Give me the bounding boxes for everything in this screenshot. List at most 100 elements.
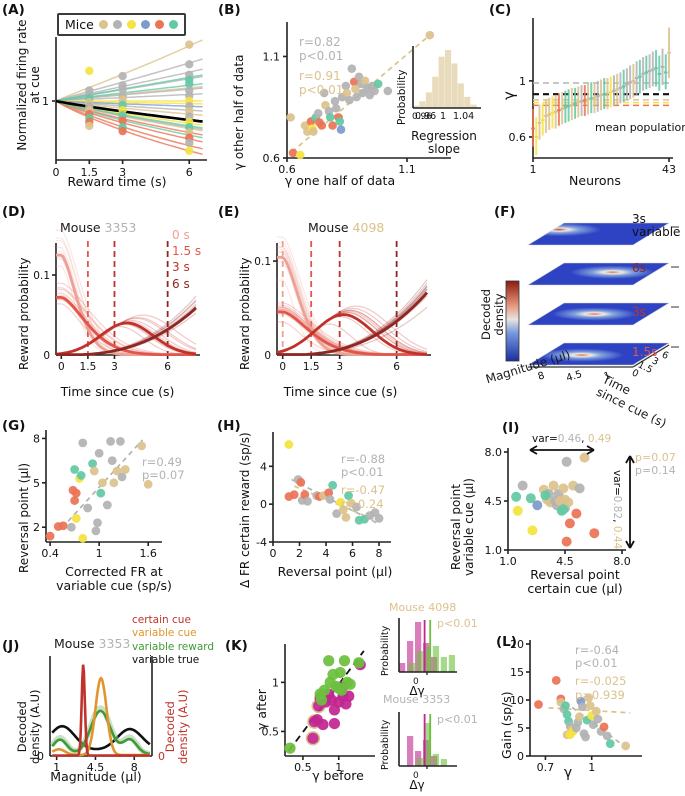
panel-d-time-legend: 0 s 1.5 s 3 s 6 s: [172, 227, 201, 292]
panel-k-inset-1-title: Mouse 4098: [389, 602, 456, 615]
svg-text:0: 0: [517, 750, 524, 763]
panel-k-inset-2-ylabel: Probability: [381, 720, 392, 770]
panel-l: (L) 0.7 1 20 15 10 5 0 Gain (sp/s) γ r=-0.64 p…: [460, 604, 685, 789]
panel-c-mean-annotation: mean population: [595, 122, 685, 135]
panel-k-inset-1-title-prefix: Mouse: [389, 601, 425, 614]
panel-i-ylabel: Reversal point variable cue (μl): [450, 478, 477, 576]
panel-i-pval-tan: p=0.07: [635, 452, 676, 465]
svg-text:0.1: 0.1: [254, 256, 271, 268]
panel-k: (K) 0.5 1 1 0.5 γ after γ before Mouse 4098…: [225, 604, 460, 789]
panel-d-xlabel: Time since cue (s): [30, 385, 205, 399]
svg-text:2: 2: [296, 547, 303, 560]
svg-text:4: 4: [260, 460, 267, 473]
svg-text:0.1: 0.1: [33, 270, 50, 282]
panel-k-inset-2: Mouse 3353 Probability 0 Δγ p<0.01: [377, 694, 461, 786]
panel-a-xlabel: Reward time (s): [42, 175, 192, 189]
panel-b-xlabel: γ one half of data: [245, 174, 435, 188]
panel-c-ylabel: γ: [501, 91, 518, 100]
svg-text:-4: -4: [256, 536, 267, 549]
panel-d-legend-item-6s: 6 s: [172, 276, 201, 292]
panel-b-inset-xlabel: Regression slope: [403, 130, 485, 156]
panel-i-xlabel: Reversal point certain cue (μl): [500, 568, 650, 596]
svg-text:0.4: 0.4: [41, 547, 59, 560]
panel-l-ylabel: Gain (sp/s): [500, 691, 514, 759]
svg-text:3: 3: [336, 361, 343, 373]
panel-l-stat-p-gray: p<0.01: [575, 657, 626, 670]
panel-h-stat-p-gray: p<0.01: [341, 466, 385, 479]
svg-text:1: 1: [588, 761, 595, 774]
panel-g: (G) 0.4 1 1.6 8 5 2 Reversal point (μl) Corre…: [0, 408, 215, 604]
panel-b-plot: 0.60.61.11.1r=0.82p<0.01r=0.91p<0.010.96…: [215, 0, 485, 195]
panel-l-stat-r-tan: r=-0.025: [575, 675, 626, 688]
panel-l-xlabel: γ: [548, 766, 588, 782]
panel-e-plot: 0.1 00 1.5 3 6: [215, 195, 470, 405]
panel-f: (F) 8 4.5 1 0 1.5 3 6 Decoded density 3s variabl…: [470, 195, 685, 420]
panel-k-inset-1-title-id: 4098: [428, 601, 456, 614]
svg-text:6: 6: [393, 361, 400, 373]
svg-text:1.6: 1.6: [139, 547, 157, 560]
panel-l-stat-p-tan: p=0.939: [575, 689, 626, 702]
panel-f-slice-label-3s: 3s: [632, 305, 646, 319]
svg-text:0: 0: [270, 547, 277, 560]
panel-i-var-x-tan: 0.49: [588, 433, 611, 445]
svg-text:0: 0: [43, 350, 50, 362]
panel-e-xlabel: Time since cue (s): [253, 385, 428, 399]
panel-i-var-x-label: var=: [532, 433, 558, 445]
panel-b-ylabel: γ other half of data: [233, 55, 246, 170]
panel-j-xlabel: Magnitude (μl): [36, 770, 156, 784]
svg-text:1.0: 1.0: [485, 544, 503, 557]
panel-i-pvals: p=0.07 p=0.14: [635, 452, 676, 477]
panel-g-xlabel: Corrected FR at variable cue (sp/s): [24, 565, 204, 593]
panel-h-stat-p-tan: p=0.24: [341, 498, 385, 511]
panel-i-pval-gray: p=0.14: [635, 465, 676, 478]
svg-text:4: 4: [323, 547, 330, 560]
svg-text:1.5: 1.5: [303, 361, 320, 373]
panel-f-slice-label-6s: 6s: [632, 261, 646, 275]
svg-text:6: 6: [164, 361, 171, 373]
svg-text:0: 0: [264, 350, 271, 362]
panel-d-legend-item-1_5s: 1.5 s: [172, 243, 201, 259]
panel-g-stats: r=0.49 p=0.07: [142, 456, 185, 482]
panel-b: (B) 0.6 0.6 1.1 1.1 r=0.82 p<0.01 r=0.91 p<0.01…: [215, 0, 485, 195]
panel-j-ylabel-right: Decoded density (A.U): [164, 689, 189, 764]
panel-h-stat-r-tan: r=-0.47: [341, 484, 385, 497]
panel-k-ylabel: γ after: [255, 689, 269, 730]
panel-k-inset-2-title: Mouse 3353: [383, 694, 450, 707]
svg-text:5: 5: [33, 477, 40, 490]
svg-text:4.5: 4.5: [565, 369, 583, 384]
panel-i-var-x-gray: 0.46: [558, 433, 581, 445]
svg-text:8: 8: [33, 432, 40, 445]
panel-l-plot: 0.7 120151050: [460, 604, 685, 789]
panel-f-slice-label-3s-variable: 3s variable: [632, 213, 680, 239]
panel-b-inset-ylabel: Probability: [397, 69, 409, 125]
svg-text:15: 15: [510, 666, 524, 679]
panel-i-var-y: var=0.82, 0.44: [611, 470, 623, 549]
svg-text:1: 1: [42, 95, 49, 108]
panel-i-var-y-label: var=: [611, 470, 623, 496]
panel-i-var-y-gray: 0.82: [611, 496, 623, 519]
panel-d-legend-item-0s: 0 s: [172, 227, 201, 243]
svg-text:4.5: 4.5: [485, 495, 503, 508]
svg-text:1.1: 1.1: [263, 50, 281, 63]
svg-text:8: 8: [537, 370, 546, 382]
svg-text:r=0.82: r=0.82: [299, 35, 341, 49]
svg-text:1: 1: [272, 676, 279, 689]
svg-text:0.96: 0.96: [415, 111, 436, 122]
svg-text:0: 0: [58, 361, 65, 373]
panel-d: (D) Mouse 3353 0.1 0 0 1.5 3 6 Reward probabi…: [0, 195, 215, 405]
panel-k-inset-1-ylabel: Probability: [381, 626, 392, 676]
svg-text:6: 6: [349, 547, 356, 560]
svg-text:0: 0: [260, 498, 267, 511]
panel-i-var-y-tan: 0.44: [611, 526, 623, 549]
svg-text:0: 0: [279, 361, 286, 373]
panel-l-stats: r=-0.64 p<0.01 r=-0.025 p=0.939: [575, 644, 626, 702]
panel-c-xlabel: Neurons: [525, 174, 665, 188]
panel-j-ylabel-left: Decoded density (A.U): [16, 689, 41, 764]
svg-text:0.6: 0.6: [509, 131, 527, 144]
panel-d-ylabel: Reward probability: [18, 257, 31, 370]
panel-k-inset-2-title-id: 3353: [422, 693, 450, 706]
panel-c: (C) 1 0.6 1 43 γ Neurons mean population: [485, 0, 685, 195]
svg-text:20: 20: [510, 638, 524, 651]
svg-text:1: 1: [519, 75, 526, 88]
svg-text:5: 5: [517, 722, 524, 735]
